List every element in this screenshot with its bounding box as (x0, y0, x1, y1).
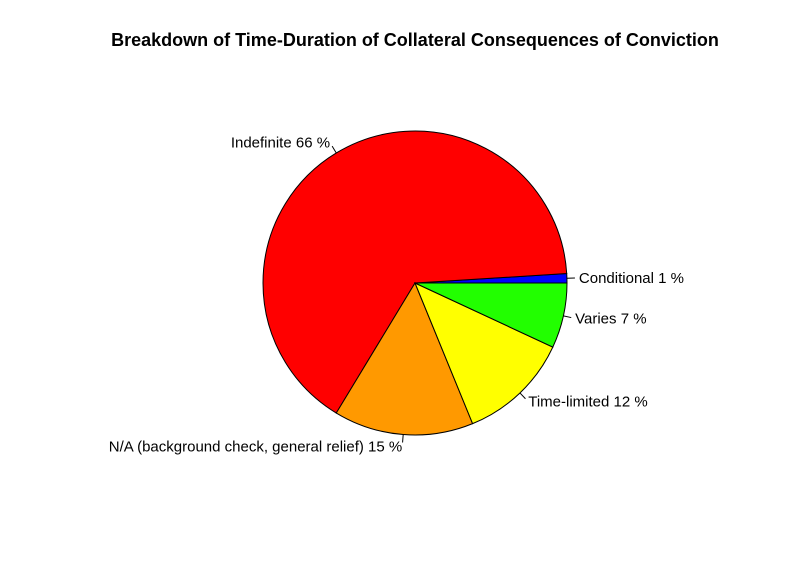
pie-slice-time-limited (414, 282, 554, 425)
pie-slice-indefinite (262, 130, 568, 414)
slice-label-indefinite: Indefinite 66 % (231, 135, 330, 152)
pie-slice-varies (414, 282, 568, 348)
pie-slices (262, 130, 568, 436)
leader-line-indefinite (331, 145, 337, 154)
label-leaders (331, 145, 575, 443)
chart-title: Breakdown of Time-Duration of Collateral… (111, 30, 719, 50)
leader-line-n-a-background-check-general-relief (402, 434, 404, 443)
leader-line-time-limited (519, 392, 526, 400)
slice-label-varies: Varies 7 % (575, 310, 646, 327)
leader-line-varies (563, 315, 572, 319)
pie-slice-n-a-background-check-general-relief (335, 281, 474, 436)
slice-label-time-limited: Time-limited 12 % (528, 394, 647, 411)
slice-label-conditional: Conditional 1 % (579, 270, 684, 287)
slice-labels: Conditional 1 % Indefinite 66 % N/A (backg… (109, 135, 684, 456)
slice-label-n-a-background-check-general-relief: N/A (background check, general relief) 1… (109, 439, 403, 456)
